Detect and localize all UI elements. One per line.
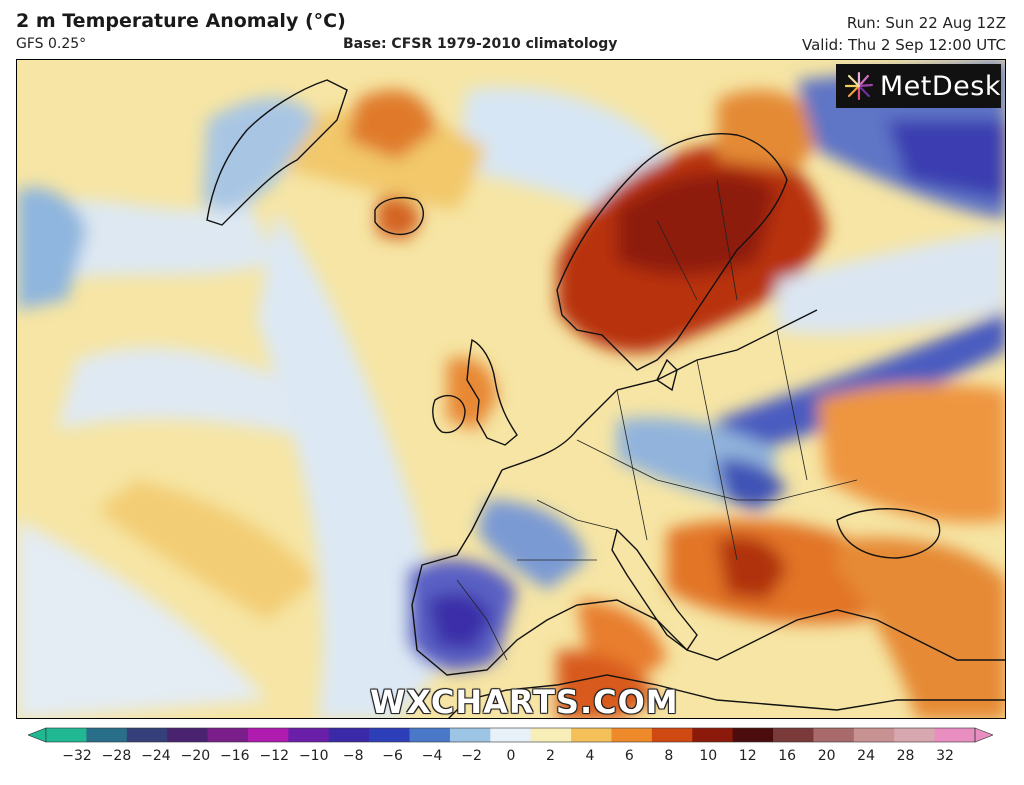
color-scale-tick-label: −10 [298, 748, 329, 764]
color-scale-tick-label: −24 [141, 748, 171, 764]
color-scale-segment [369, 728, 411, 742]
color-scale-segment [813, 728, 855, 742]
color-scale-tick-label: −6 [382, 748, 403, 764]
color-scale-segment [692, 728, 734, 742]
color-scale-bar [28, 727, 993, 743]
metdesk-logo-text: MetDesk [879, 70, 1001, 102]
color-scale-min-arrow [28, 727, 47, 743]
color-scale-tick-label: −32 [62, 748, 92, 764]
color-scale-segment [773, 728, 814, 742]
metdesk-sunburst-icon [844, 71, 873, 101]
color-scale-segment [86, 728, 128, 742]
color-scale-tick-label: −8 [342, 748, 364, 764]
color-scale-tick-label: 24 [857, 748, 875, 764]
valid-time-label: Valid: Thu 2 Sep 12:00 UTC [802, 36, 1006, 54]
color-scale-ticks: −32 −28 −24 −20 −16 −12 −10 −8 −6 −4 −2 0 2 4 6 8 10 12 16… [0, 748, 1024, 770]
map-canvas [17, 60, 1005, 718]
coastlines [206, 79, 1005, 718]
base-climatology-label: Base: CFSR 1979-2010 climatology [343, 36, 618, 52]
model-label: GFS 0.25° [16, 36, 87, 52]
color-scale-tick-label: −2 [461, 748, 482, 764]
color-scale-tick-label: 10 [699, 748, 718, 764]
color-scale-tick-label: −4 [421, 748, 443, 764]
color-scale-tick-label: 2 [545, 748, 555, 764]
color-scale-tick-label: 4 [585, 748, 595, 764]
color-scale-segment [490, 728, 532, 742]
color-scale-tick-label: −16 [220, 748, 250, 764]
color-scale-tick-label: 28 [896, 748, 915, 764]
color-scale-segment [732, 728, 774, 742]
color-scale-max-arrow [974, 727, 993, 743]
color-scale-segment [651, 728, 693, 742]
run-time-label: Run: Sun 22 Aug 12Z [846, 14, 1006, 32]
color-scale-segment [167, 728, 209, 742]
color-scale-tick-label: 20 [817, 748, 836, 764]
metdesk-logo: MetDesk [836, 64, 1001, 108]
color-scale-segment [207, 728, 249, 742]
color-scale-segment [934, 728, 976, 742]
color-scale-segment [126, 728, 168, 742]
color-scale-tick-label: 8 [664, 748, 674, 764]
color-scale-tick-label: 6 [624, 748, 634, 764]
color-scale-segment [530, 728, 572, 742]
color-scale-segment [328, 728, 370, 742]
wxcharts-watermark: WXCHARTS.COM [370, 683, 679, 721]
color-scale-segment [46, 728, 87, 742]
color-scale-segment [853, 728, 895, 742]
color-scale-tick-label: −28 [101, 748, 132, 764]
color-scale-segment [449, 728, 491, 742]
color-scale-tick-label: 16 [778, 748, 797, 764]
color-scale-tick-label: 32 [936, 748, 954, 764]
color-scale-segment [611, 728, 653, 742]
country-borders [456, 179, 858, 661]
color-scale-segment [288, 728, 330, 742]
chart-title: 2 m Temperature Anomaly (°C) [16, 10, 346, 32]
color-scale-border [45, 727, 976, 743]
color-scale-segment [894, 728, 936, 742]
color-scale-tick-label: 0 [506, 748, 516, 764]
color-scale-tick-label: −12 [259, 748, 290, 764]
color-scale-segment [571, 728, 612, 742]
color-scale-tick-label: −20 [180, 748, 211, 764]
color-scale-segment [409, 728, 451, 742]
temperature-anomaly-map [16, 59, 1006, 719]
color-scale-segment [247, 728, 289, 742]
color-scale-tick-label: 12 [738, 748, 757, 764]
